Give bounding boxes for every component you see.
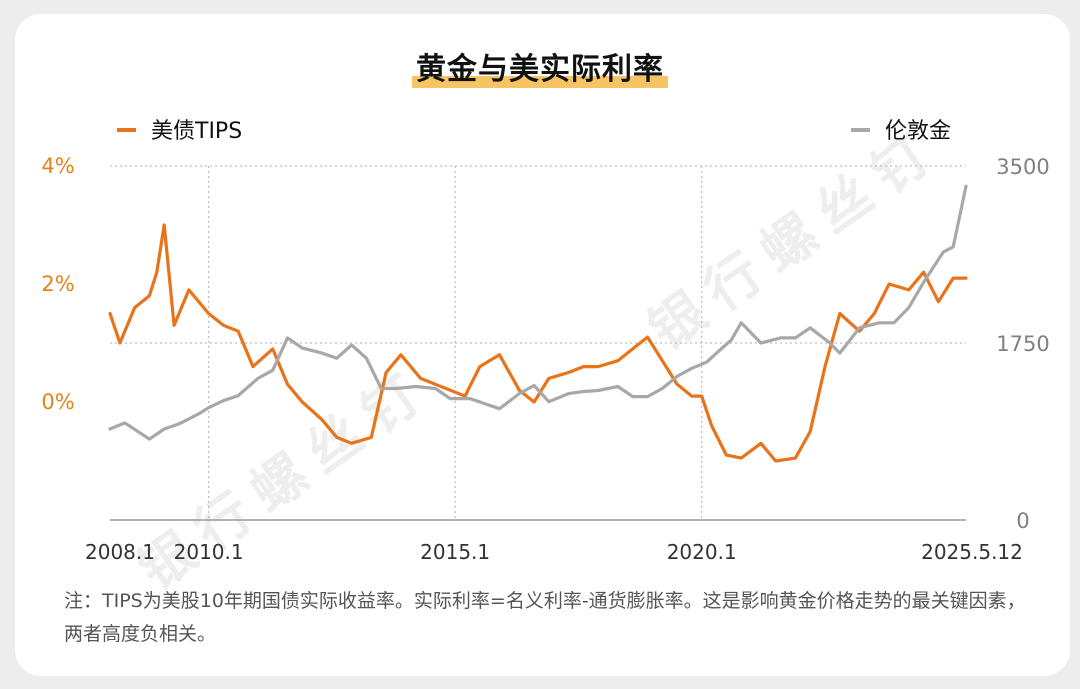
grid-lines [110, 165, 966, 521]
chart-title-text: 黄金与美实际利率 [416, 52, 664, 87]
left-axis-tick-label: 0% [41, 390, 74, 414]
legend: 美债TIPS 伦敦金 [117, 119, 951, 144]
legend-label-tips: 美债TIPS [151, 119, 242, 144]
left-axis-tick-label: 4% [41, 154, 74, 178]
x-tick-label: 2025.5.12 [921, 540, 1023, 564]
chart-footnote: 注：TIPS为美股10年期国债实际收益率。实际利率=名义利率-通货膨胀率。这是影… [64, 590, 1026, 645]
series-line-tips [108, 223, 968, 463]
x-tick-label: 2015.1 [420, 540, 490, 564]
x-tick-label: 2010.1 [174, 540, 244, 564]
chart-title-container: 黄金与美实际利率 [0, 44, 1080, 88]
right-axis-tick-label: 3500 [996, 155, 1049, 179]
legend-label-gold: 伦敦金 [885, 119, 951, 144]
series-line-gold [108, 184, 968, 441]
x-tick-label: 2008.1 [85, 540, 155, 564]
series-layer [108, 184, 968, 463]
title-highlight [412, 76, 668, 88]
chart-title: 黄金与美实际利率 [412, 44, 668, 88]
x-tick-label: 2020.1 [667, 540, 737, 564]
axis-labels: 2008.1 2010.1 2015.1 2020.1 2025.5.12 4% 2% 0% 3… [41, 154, 1049, 564]
right-axis-tick-label: 0 [1016, 509, 1029, 533]
chart-card [15, 14, 1070, 676]
left-axis-tick-label: 2% [41, 272, 74, 296]
right-axis-tick-label: 1750 [996, 332, 1049, 356]
